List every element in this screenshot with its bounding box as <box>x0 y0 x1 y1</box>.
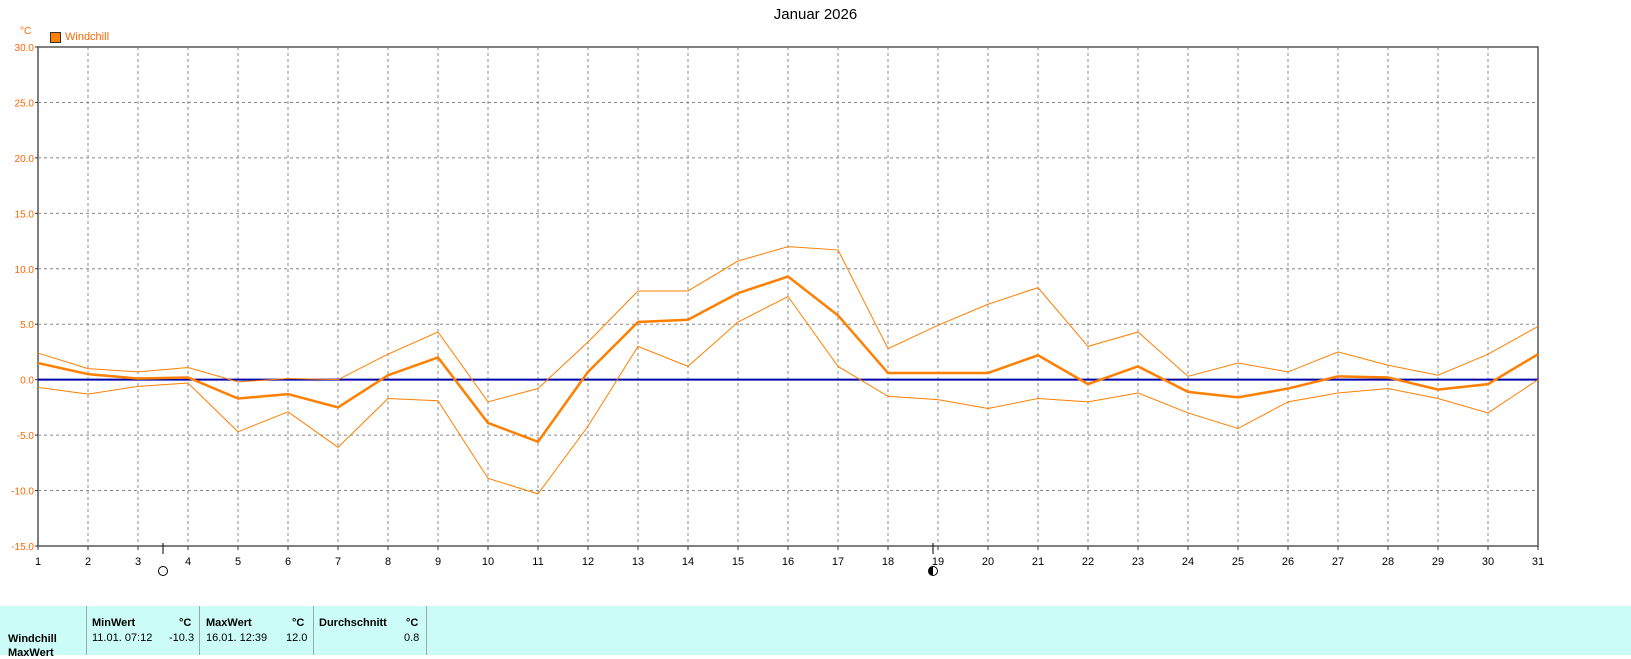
x-tick-label: 20 <box>982 556 994 568</box>
legend: Windchill <box>50 31 109 43</box>
legend-label: Windchill <box>65 31 110 43</box>
stats-divider <box>199 606 200 655</box>
series-line-max <box>37 246 1539 403</box>
x-tick-label: 11 <box>532 556 543 568</box>
x-tick-label: 1 <box>35 556 41 568</box>
x-tick-label: 23 <box>1132 556 1144 568</box>
series-line-min <box>37 295 1539 495</box>
x-tick-label: 28 <box>1382 556 1394 568</box>
y-tick-label: 25.0 <box>15 98 35 109</box>
x-tick-label: 19 <box>932 556 944 568</box>
x-tick-label: 4 <box>185 556 191 568</box>
full-moon-icon <box>158 566 168 576</box>
x-tick-label: 31 <box>1532 556 1544 568</box>
stats-divider <box>426 606 427 655</box>
x-tick-label: 16 <box>782 556 794 568</box>
chart-title: Januar 2026 <box>773 6 858 23</box>
x-tick-label: 10 <box>482 556 494 568</box>
x-tick-label: 30 <box>1482 556 1494 568</box>
y-tick-label: -15.0 <box>11 542 34 553</box>
stats-panel: Windchill MaxWert MinWert °C 11.01. 07:1… <box>0 606 1631 659</box>
y-tick-label: 15.0 <box>15 209 35 220</box>
x-tick-label: 27 <box>1332 556 1344 568</box>
x-tick-label: 13 <box>632 556 644 568</box>
x-tick-label: 22 <box>1082 556 1094 568</box>
avg-value: 0.8 <box>404 632 420 644</box>
chart: 1 2 3 4 5 6 7 8 9 10 11 12 13 14 15 16 17 18 19 20 21 22 23 24 2… <box>11 43 1544 576</box>
x-tick-label: 8 <box>385 556 391 568</box>
x-tick-label: 5 <box>235 556 241 568</box>
y-tick-label: 30.0 <box>15 43 35 54</box>
x-tick-label: 21 <box>1032 556 1044 568</box>
stats-row-label: Windchill <box>8 633 57 645</box>
max-unit: °C <box>292 617 305 629</box>
y-tick-label: 20.0 <box>15 154 35 165</box>
y-tick-label: -10.0 <box>11 487 34 498</box>
x-tick-label: 17 <box>832 556 844 568</box>
x-tick-label: 24 <box>1182 556 1194 568</box>
series-line-mean <box>37 275 1539 444</box>
min-value: -10.3 <box>169 632 195 644</box>
y-tick-label: 0.0 <box>20 376 34 387</box>
min-header: MinWert <box>92 617 136 629</box>
x-tick-label: 15 <box>732 556 744 568</box>
stats-divider <box>313 606 314 655</box>
x-tick-label: 14 <box>682 556 694 568</box>
y-tick-label: -5.0 <box>17 431 35 442</box>
avg-unit: °C <box>406 617 419 629</box>
max-date: 16.01. 12:39 <box>206 632 268 644</box>
y-tick-label: 5.0 <box>20 320 34 331</box>
avg-header: Durchschnitt <box>319 617 387 629</box>
x-tick-label: 25 <box>1232 556 1244 568</box>
stats-row-label-2: MaxWert <box>8 647 54 659</box>
x-tick-label: 26 <box>1282 556 1294 568</box>
x-tick-label: 18 <box>882 556 894 568</box>
y-tick-label: 10.0 <box>15 265 35 276</box>
x-tick-label: 29 <box>1432 556 1444 568</box>
stats-divider <box>86 606 87 655</box>
x-tick-label: 3 <box>135 556 141 568</box>
min-unit: °C <box>179 617 192 629</box>
y-axis-unit: °C <box>20 26 32 37</box>
legend-swatch <box>50 31 61 43</box>
min-date: 11.01. 07:12 <box>92 632 153 644</box>
x-tick-label: 2 <box>85 556 91 568</box>
x-tick-label: 6 <box>285 556 291 568</box>
max-header: MaxWert <box>206 617 252 629</box>
x-tick-label: 9 <box>435 556 441 568</box>
x-tick-label: 12 <box>582 556 594 568</box>
last-quarter-moon-icon-shade <box>928 566 933 576</box>
max-value: 12.0 <box>286 632 308 644</box>
x-tick-label: 7 <box>335 556 341 568</box>
